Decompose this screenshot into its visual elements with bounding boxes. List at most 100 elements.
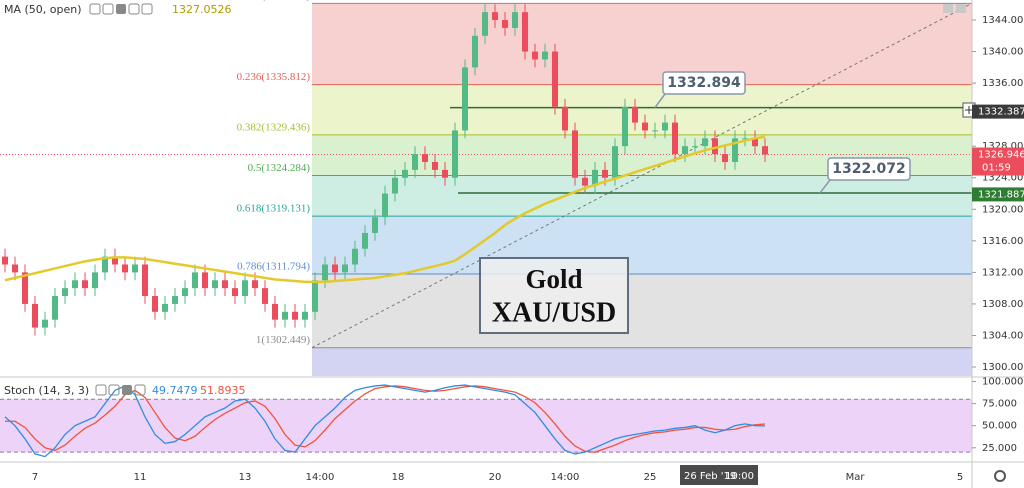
candle-body (282, 311, 288, 320)
candle-body (522, 12, 528, 52)
icon-settings[interactable] (102, 3, 114, 15)
candle-body (32, 303, 38, 328)
y-tick-label: 1320.000 (982, 204, 1024, 215)
candle-body (292, 311, 298, 320)
settings-gear[interactable] (994, 470, 1006, 482)
candle-body (512, 12, 518, 28)
candle-body (702, 138, 708, 147)
y-tick-label: 1300.000 (982, 362, 1024, 373)
stoch-legend-name: Stoch (14, 3, 3) (4, 384, 89, 397)
last-price-label: 1326.946 (978, 150, 1024, 161)
candle-body (272, 303, 278, 320)
candle-body (642, 122, 648, 131)
y-tick-label: 1340.000 (982, 47, 1024, 58)
overlay-layer: Gold XAU/USD 1332.894 1322.072 (479, 71, 911, 334)
candle-body (232, 288, 238, 297)
price-marker-label: 1321.887 (978, 189, 1024, 200)
candle-body (422, 154, 428, 162)
candle-body (532, 51, 538, 60)
candle-body (2, 256, 8, 265)
candle-body (222, 280, 228, 289)
fib-trend-line (311, 2, 973, 349)
candle-body (342, 264, 348, 273)
fib-label: 0(1346.118) (256, 0, 310, 2)
icon-add[interactable] (122, 385, 132, 395)
scroll-icon[interactable] (943, 4, 953, 13)
candle-body (472, 35, 478, 68)
callout-box (662, 71, 746, 95)
price-marker (972, 187, 1024, 202)
fib-label: 0.236(1335.812) (237, 71, 311, 83)
time-label: 7 (32, 472, 38, 483)
expand-icon[interactable] (956, 4, 966, 13)
fib-label: 0.382(1329.436) (237, 121, 311, 133)
time-label: 18 (392, 472, 405, 483)
candle-body (682, 146, 688, 155)
y-tick-label: 1304.000 (982, 330, 1024, 341)
countdown-label: 01:59 (982, 163, 1011, 174)
time-label: 20 (489, 472, 502, 483)
fib-label: 0.786(1311.794) (237, 261, 310, 273)
candle-body (442, 169, 448, 178)
candle-body (722, 154, 728, 162)
candle-body (392, 177, 398, 194)
candle-body (112, 256, 118, 265)
y-tick-label: 1344.000 (982, 15, 1024, 26)
icon-visibility[interactable] (89, 3, 101, 15)
candle-body (572, 130, 578, 178)
icon-remove[interactable] (134, 384, 146, 396)
candle-body (732, 138, 738, 162)
callout-label: 1332.894 (667, 75, 741, 91)
candle-body (102, 256, 108, 273)
callout-box (827, 157, 911, 181)
ma-legend-name: MA (50, open) (4, 3, 82, 16)
stoch-legend-icons[interactable] (95, 384, 146, 396)
crosshair-time-box (680, 465, 758, 485)
price-marker (972, 104, 1024, 119)
candle-body (542, 51, 548, 60)
candle-body (582, 177, 588, 186)
candle-body (402, 169, 408, 178)
candle-body (752, 138, 758, 147)
y-tick-label: 1308.000 (982, 299, 1024, 310)
candle-body (312, 280, 318, 312)
candle-body (562, 106, 568, 131)
icon-more[interactable] (141, 3, 153, 15)
candle-body (632, 106, 638, 123)
icon-settings[interactable] (108, 384, 120, 396)
candle-body (142, 264, 148, 297)
fib-label: 0.5(1324.284) (248, 162, 311, 174)
icon-add[interactable] (116, 4, 126, 14)
candle-body (382, 193, 388, 218)
candle-body (332, 264, 338, 273)
candle-body (242, 280, 248, 297)
icon-remove[interactable] (128, 3, 140, 15)
fib-label: 0.618(1319.131) (237, 203, 311, 215)
stoch-d-value: 51.8935 (200, 384, 246, 397)
crosshair-time: 10:00 (725, 471, 754, 482)
y-tick-label: 1324.000 (982, 173, 1024, 184)
candle-body (122, 264, 128, 273)
candle-body (322, 264, 328, 281)
candle-body (212, 280, 218, 289)
stoch-y-tick-label: 25.000 (982, 443, 1017, 454)
icon-visibility[interactable] (95, 384, 107, 396)
time-label: 25 (644, 472, 657, 483)
candle-body (72, 280, 78, 289)
candle-body (202, 272, 208, 289)
time-label: 14:00 (306, 472, 335, 483)
annotation-subtitle: XAU/USD (492, 297, 616, 328)
candle-body (42, 319, 48, 328)
time-label: 14:00 (551, 472, 580, 483)
candle-body (652, 130, 658, 132)
candle-body (52, 296, 58, 320)
candle-body (592, 169, 598, 186)
candle-body (692, 146, 698, 148)
time-label: 13 (239, 472, 252, 483)
candle-body (622, 106, 628, 147)
candle-body (462, 67, 468, 131)
candle-body (492, 12, 498, 21)
ma-legend-icons[interactable] (89, 3, 153, 15)
candle-body (152, 296, 158, 312)
ma-legend-value: 1327.0526 (172, 3, 232, 16)
